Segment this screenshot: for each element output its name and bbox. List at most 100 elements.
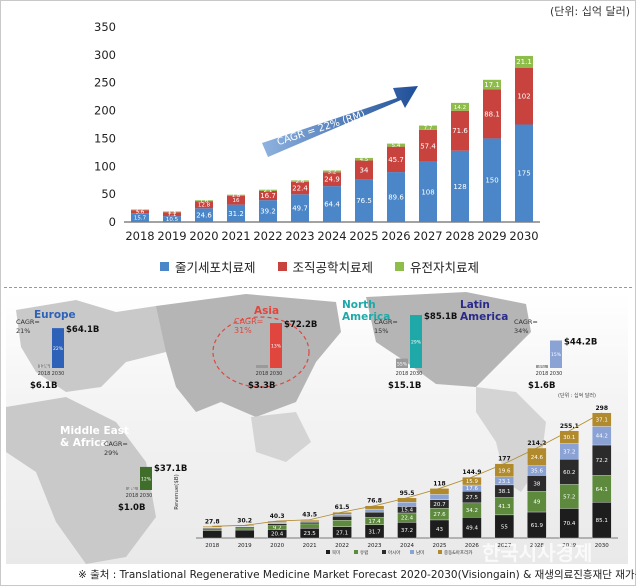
region-start-year: 2018 — [126, 493, 139, 499]
bar-value-label: 1.3 — [168, 210, 177, 216]
region-end-value: $44.2B — [564, 337, 597, 347]
bar-segment — [202, 530, 222, 539]
region-end-year: 2030 — [550, 371, 563, 377]
unit-label: (단위: 십억 달러) — [549, 5, 630, 18]
region-cagr: 29% — [104, 449, 118, 457]
bar-segment — [387, 146, 405, 173]
bar-segment — [299, 522, 320, 525]
bar-segment — [332, 514, 352, 517]
region-end-value: $37.1B — [154, 464, 187, 474]
bar-segment — [195, 201, 213, 209]
y-tick-label: 300 — [94, 48, 116, 62]
region-card: Middle East& Africa 4% 12% 2018 2030 CAGR=29%… — [60, 425, 187, 513]
bar-segment — [195, 208, 213, 222]
bar-value-label: 34.2 — [466, 508, 478, 514]
bar-value-label: 17.1 — [484, 81, 500, 89]
bar-segment — [515, 124, 533, 222]
legend-swatch — [277, 262, 287, 271]
bar-value-label: 37.2 — [563, 449, 575, 455]
region-end-year: 2030 — [270, 371, 283, 377]
bar-value-label: 15.7 — [134, 216, 147, 222]
legend-item: 유전자치료제 — [395, 257, 479, 276]
bar-value-label: 1.8 — [232, 193, 241, 199]
bar-value-label: 44.2 — [596, 434, 608, 440]
bar-value-label: 64.1 — [596, 487, 608, 493]
bar-value-label: 20.4 — [271, 532, 284, 538]
x-tick-label: 2027 — [497, 543, 511, 549]
x-tick-label: 2029 — [477, 229, 506, 243]
bar-value-label: 7.1 — [168, 212, 177, 218]
bar-value-label: 49.7 — [292, 205, 308, 213]
region-end-bar — [52, 328, 64, 368]
bar-segment — [259, 200, 277, 222]
region-end-year: 2030 — [52, 371, 65, 377]
region-cagr: 31% — [234, 326, 252, 335]
bar-value-label: 71.6 — [452, 127, 468, 135]
region-start-value: $15.1B — [388, 381, 421, 391]
asia-landmass — [156, 294, 341, 417]
bar-value-label: 27.5 — [466, 495, 479, 501]
bar-value-label: 23.1 — [498, 479, 510, 485]
bar-segment — [235, 527, 255, 531]
bar-value-label: 19.6 — [498, 468, 511, 474]
bar-value-label: 49 — [533, 500, 540, 506]
region-cagr: 21% — [16, 327, 30, 335]
bar-total-label: 30.2 — [237, 517, 252, 524]
x-tick-label: 2019 — [157, 229, 186, 243]
region-start-year: 2018 — [38, 371, 51, 377]
bar-segment — [515, 67, 533, 125]
y-tick-label: 100 — [94, 159, 116, 173]
watermark: 한국시사경제 — [482, 541, 592, 564]
bar-value-label: 85.1 — [596, 518, 608, 524]
legend-item: 조직공학치료제 — [277, 257, 373, 276]
bar-segment — [355, 179, 373, 222]
region-name: Asia — [254, 305, 279, 317]
cagr-arrow — [262, 86, 418, 157]
region-cagr: CAGR= — [234, 317, 263, 326]
bar-total-label: 118 — [433, 480, 446, 487]
bar-value-label: 5.4 — [392, 143, 401, 149]
x-tick-label: 2026 — [465, 543, 479, 549]
bar-value-label: 7.7 — [424, 126, 433, 132]
region-start-bar — [38, 364, 50, 368]
bar-segment — [323, 170, 341, 173]
bar-segment — [267, 522, 287, 524]
cagr-annotation: CAGR = 22% (RM) — [276, 109, 367, 148]
legend-swatch — [410, 550, 414, 554]
region-start-bar — [256, 365, 268, 368]
bar-segment — [451, 110, 469, 151]
y-tick-label: 0 — [109, 215, 116, 229]
bar-value-label: 64.4 — [324, 201, 340, 209]
bar-value-label: 15.4 — [401, 508, 414, 514]
region-name: Europe — [34, 309, 76, 321]
bar-value-label: 88.1 — [484, 110, 500, 118]
x-tick-label: 2018 — [125, 229, 154, 243]
bar-segment — [387, 143, 405, 147]
x-tick-label: 2020 — [270, 543, 284, 549]
bar-value-label: 9.2 — [273, 526, 282, 532]
bar-value-label: 31.7 — [368, 529, 381, 535]
bar-value-label: 35.6 — [531, 469, 544, 475]
bar-segment — [364, 508, 385, 513]
region-end-bar-label: 15% — [551, 352, 562, 358]
bar-value-label: 49.4 — [466, 526, 479, 532]
southeast-asia-landmass — [251, 412, 311, 462]
y-tick-label: 200 — [94, 104, 116, 118]
x-tick-label: 2030 — [509, 229, 538, 243]
bar-value-label: 12.8 — [198, 203, 211, 209]
bar-segment — [483, 138, 501, 222]
region-start-bar — [396, 358, 408, 368]
bar-value-label: 60.2 — [563, 470, 575, 476]
region-start-bar-label: 55% — [397, 361, 408, 367]
region-end-value: $85.1B — [424, 312, 457, 322]
north-america-landmass — [366, 292, 531, 387]
bar-value-label: 70.4 — [563, 521, 576, 527]
bar-value-label: 175 — [517, 170, 530, 178]
bar-value-label: 39.2 — [260, 208, 276, 216]
legend-swatch — [160, 262, 169, 271]
x-tick-label: 2023 — [285, 229, 314, 243]
bar-value-label: 2.1 — [264, 188, 273, 194]
region-name: Middle East — [60, 425, 129, 437]
bar-segment — [323, 172, 341, 187]
